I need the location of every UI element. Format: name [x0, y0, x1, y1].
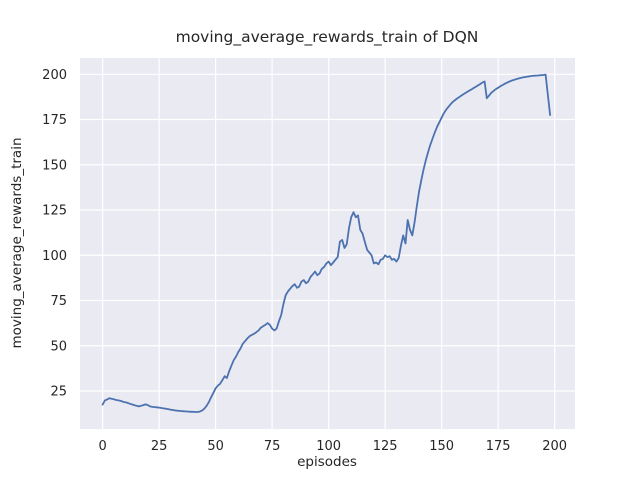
y-tick-label: 200 [42, 68, 67, 83]
x-tick-label: 75 [264, 439, 281, 454]
x-tick-label: 25 [151, 439, 168, 454]
y-tick-label: 50 [50, 339, 67, 354]
plot-area [80, 58, 575, 429]
x-tick-label: 50 [207, 439, 224, 454]
y-tick-label: 150 [42, 158, 67, 173]
x-axis-label: episodes [297, 454, 357, 470]
x-tick-label: 200 [542, 439, 567, 454]
y-tick-label: 25 [50, 384, 67, 399]
chart-title: moving_average_rewards_train of DQN [176, 28, 479, 47]
y-tick-label: 75 [50, 294, 67, 309]
x-tick-labels: 0 25 50 75 100 125 150 175 200 [98, 439, 567, 454]
x-tick-label: 150 [429, 439, 454, 454]
y-tick-label: 100 [42, 249, 67, 264]
y-tick-label: 125 [42, 204, 67, 219]
series-line-group [101, 73, 551, 413]
gridlines [80, 58, 575, 429]
x-tick-label: 125 [373, 439, 398, 454]
y-axis-label: moving_average_rewards_train [9, 137, 25, 348]
y-tick-labels: 25 50 75 100 125 150 175 200 [42, 68, 67, 400]
y-tick-label: 175 [42, 113, 67, 128]
x-tick-label: 0 [98, 439, 106, 454]
reward-line [101, 73, 551, 413]
x-tick-label: 100 [316, 439, 341, 454]
x-tick-label: 175 [486, 439, 511, 454]
